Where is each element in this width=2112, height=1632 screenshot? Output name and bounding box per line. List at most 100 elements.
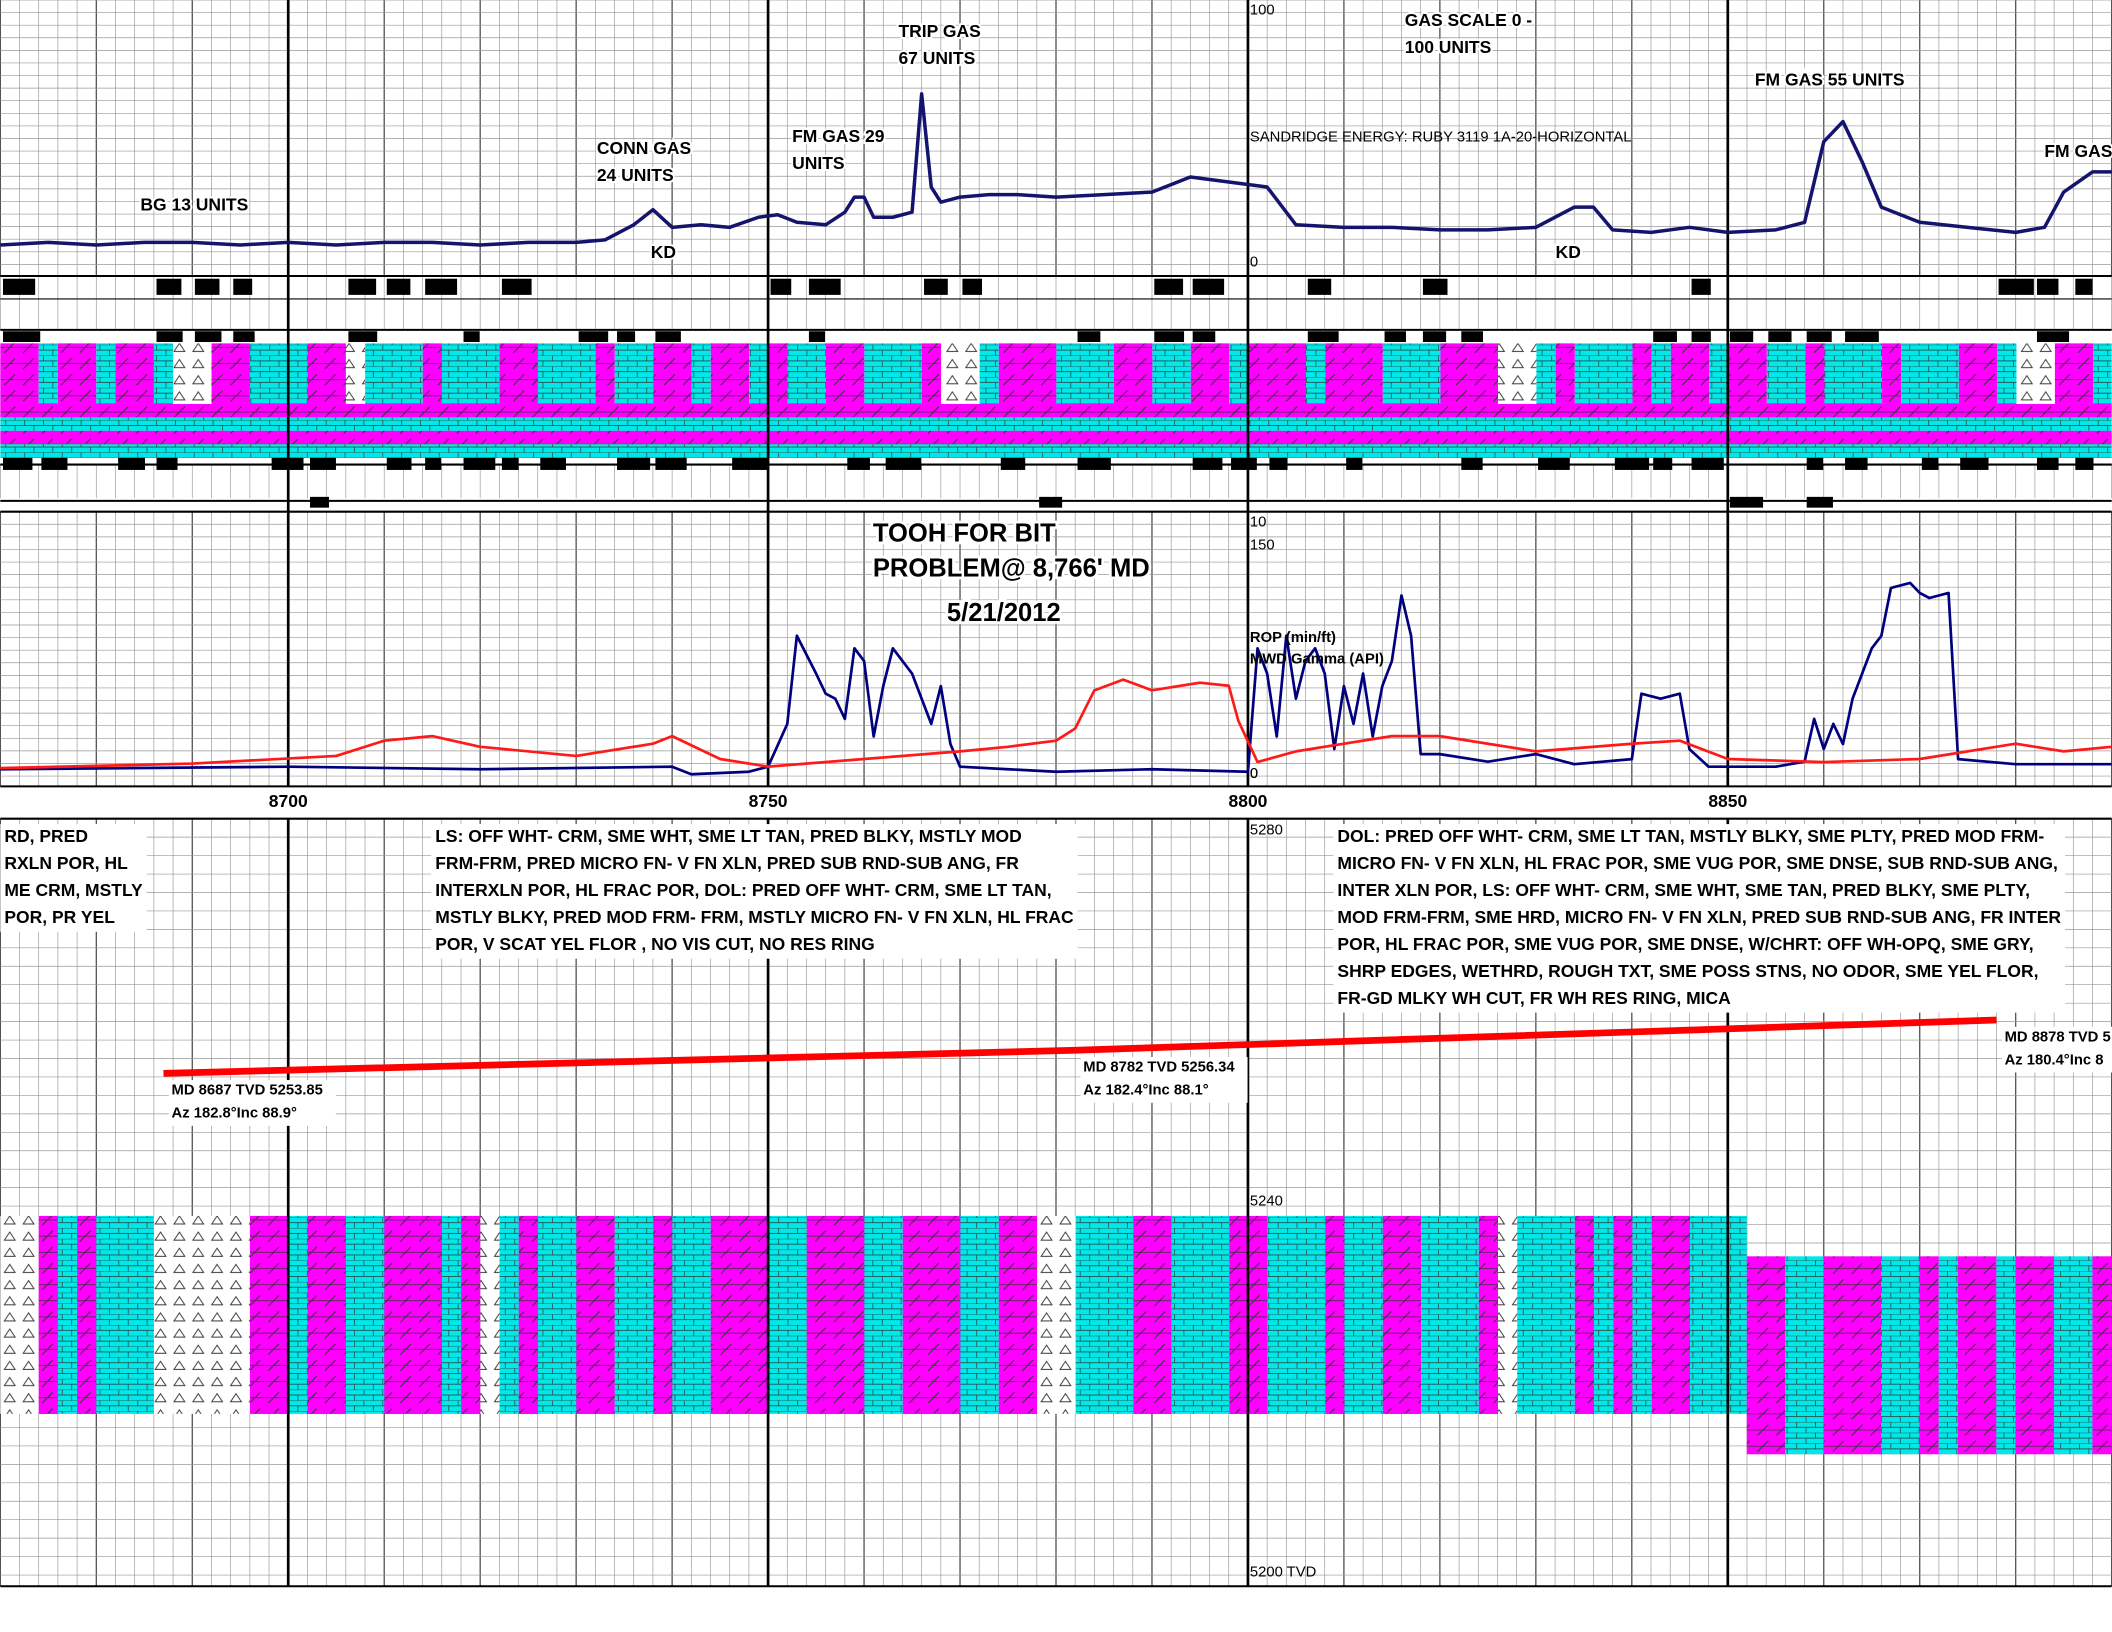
- lithology: [1881, 1256, 1920, 1455]
- lithology: [768, 1215, 807, 1414]
- x-tick-label: 8800: [1228, 791, 1267, 811]
- track-block: [1422, 278, 1448, 295]
- lithology: [1382, 1215, 1422, 1414]
- lithology: [1746, 1256, 1786, 1455]
- track-block: [1192, 331, 1216, 343]
- lithology: [768, 343, 788, 404]
- annotation: KD: [1556, 242, 1581, 262]
- track-block: [1192, 457, 1223, 470]
- description: DOL: PRED OFF WHT- CRM, SME LT TAN, MSTL…: [1333, 824, 2066, 1013]
- lithology: [1632, 1215, 1652, 1414]
- description-line: ME CRM, MSTLY: [4, 880, 143, 900]
- track-block: [1538, 457, 1570, 470]
- lithology: [173, 1215, 212, 1414]
- lithology: [1651, 1215, 1691, 1414]
- lithology: [345, 343, 366, 404]
- description-line: FR-GD MLKY WH CUT, FR WH RES RING, MICA: [1337, 988, 1731, 1008]
- description-box: [0, 824, 147, 932]
- lithology: [1766, 343, 1806, 404]
- survey-label: MD 8687 TVD 5253.85: [172, 1083, 323, 1099]
- well-path: [163, 1016, 1997, 1077]
- track-block: [386, 457, 412, 470]
- lithology: [499, 343, 538, 404]
- track-block: [156, 331, 183, 343]
- lithology: [0, 403, 2112, 418]
- description-line: SHRP EDGES, WETHRD, ROUGH TXT, SME POSS …: [1337, 961, 2038, 981]
- track-block: [655, 331, 681, 343]
- track-block: [156, 457, 178, 470]
- track-block: [463, 331, 480, 343]
- lithology: [0, 430, 2112, 445]
- lithology: [653, 1215, 673, 1414]
- description-line: MICRO FN- V FN XLN, HL FRAC POR, SME VUG…: [1337, 853, 2057, 873]
- description-line: MSTLY BLKY, PRED MOD FRM- FRM, MSTLY MIC…: [435, 907, 1074, 927]
- lithology: [288, 1215, 308, 1414]
- track-block: [1806, 331, 1832, 343]
- survey-label: Az 182.4°Inc 88.1°: [1083, 1083, 1208, 1099]
- track-block: [1653, 331, 1677, 343]
- description-line: FRM-FRM, PRED MICRO FN- V FN XLN, PRED S…: [435, 853, 1019, 873]
- lithology: [422, 343, 442, 404]
- lithology: [461, 1215, 481, 1414]
- track-block: [463, 457, 496, 470]
- track-block: [885, 457, 922, 470]
- track-block: [1307, 331, 1339, 343]
- track-block: [617, 331, 636, 343]
- track-block: [310, 496, 329, 508]
- description-line: POR, HL FRAC POR, SME VUG POR, SME DNSE,…: [1337, 934, 2033, 954]
- lithology: [1824, 343, 1883, 404]
- lithology: [576, 1215, 615, 1414]
- track-block: [501, 278, 532, 295]
- annotation: TRIP GAS: [898, 21, 980, 41]
- track-block: [1806, 457, 1824, 470]
- annotation: FM GAS 29: [792, 126, 885, 146]
- survey-box: [2001, 1026, 2112, 1073]
- track-block: [233, 278, 253, 295]
- track-block: [3, 278, 36, 295]
- track-block: [655, 457, 687, 470]
- lithology: [1574, 343, 1633, 404]
- track-block: [732, 457, 770, 470]
- track-block: [962, 278, 983, 295]
- lithology: [57, 1215, 78, 1414]
- lithology: [1574, 1215, 1595, 1414]
- track-block: [194, 278, 220, 295]
- lithology: [1190, 343, 1230, 404]
- lithology: [115, 343, 154, 404]
- lithology: [1382, 343, 1441, 404]
- x-tick-label: 8750: [749, 791, 788, 811]
- track-block: [2036, 331, 2070, 343]
- lithology: [1037, 1215, 1076, 1414]
- track-block: [1039, 496, 1063, 508]
- track-block: [194, 331, 222, 343]
- lithology: [1152, 343, 1191, 404]
- lithology: [998, 343, 1057, 404]
- description-box: [1333, 824, 2066, 1013]
- description-line: INTER XLN POR, LS: OFF WHT- CRM, SME WHT…: [1337, 880, 2030, 900]
- lithology: [1229, 343, 1249, 404]
- lithology: [1440, 343, 1499, 404]
- track-block: [1307, 278, 1332, 295]
- track-block: [2075, 457, 2094, 470]
- annotation: 5/21/2012: [947, 599, 1061, 627]
- description-line: INTERXLN POR, HL FRAC POR, DOL: PRED OFF…: [435, 880, 1051, 900]
- lithology: [979, 343, 999, 404]
- track-block: [1691, 331, 1711, 343]
- track-block: [310, 457, 336, 470]
- x-tick-label: 8850: [1708, 791, 1747, 811]
- description: RD, PRED RXLN POR, HL ME CRM, MSTLY POR, PR…: [0, 824, 147, 932]
- lithology: [1613, 1215, 1633, 1414]
- track-block: [924, 278, 948, 295]
- lithology: [96, 1215, 154, 1414]
- lithology: [1919, 1256, 1939, 1455]
- annotation: FM GAS 55 UNITS: [1755, 69, 1905, 89]
- track-block: [1691, 278, 1711, 295]
- track-block: [156, 278, 182, 295]
- track-block: [1614, 457, 1650, 470]
- track-block: [1806, 496, 1833, 508]
- lithology: [480, 1215, 500, 1414]
- y-tick-label: 100: [1250, 3, 1275, 19]
- lithology: [1248, 343, 1307, 404]
- lithology: [1114, 343, 1153, 404]
